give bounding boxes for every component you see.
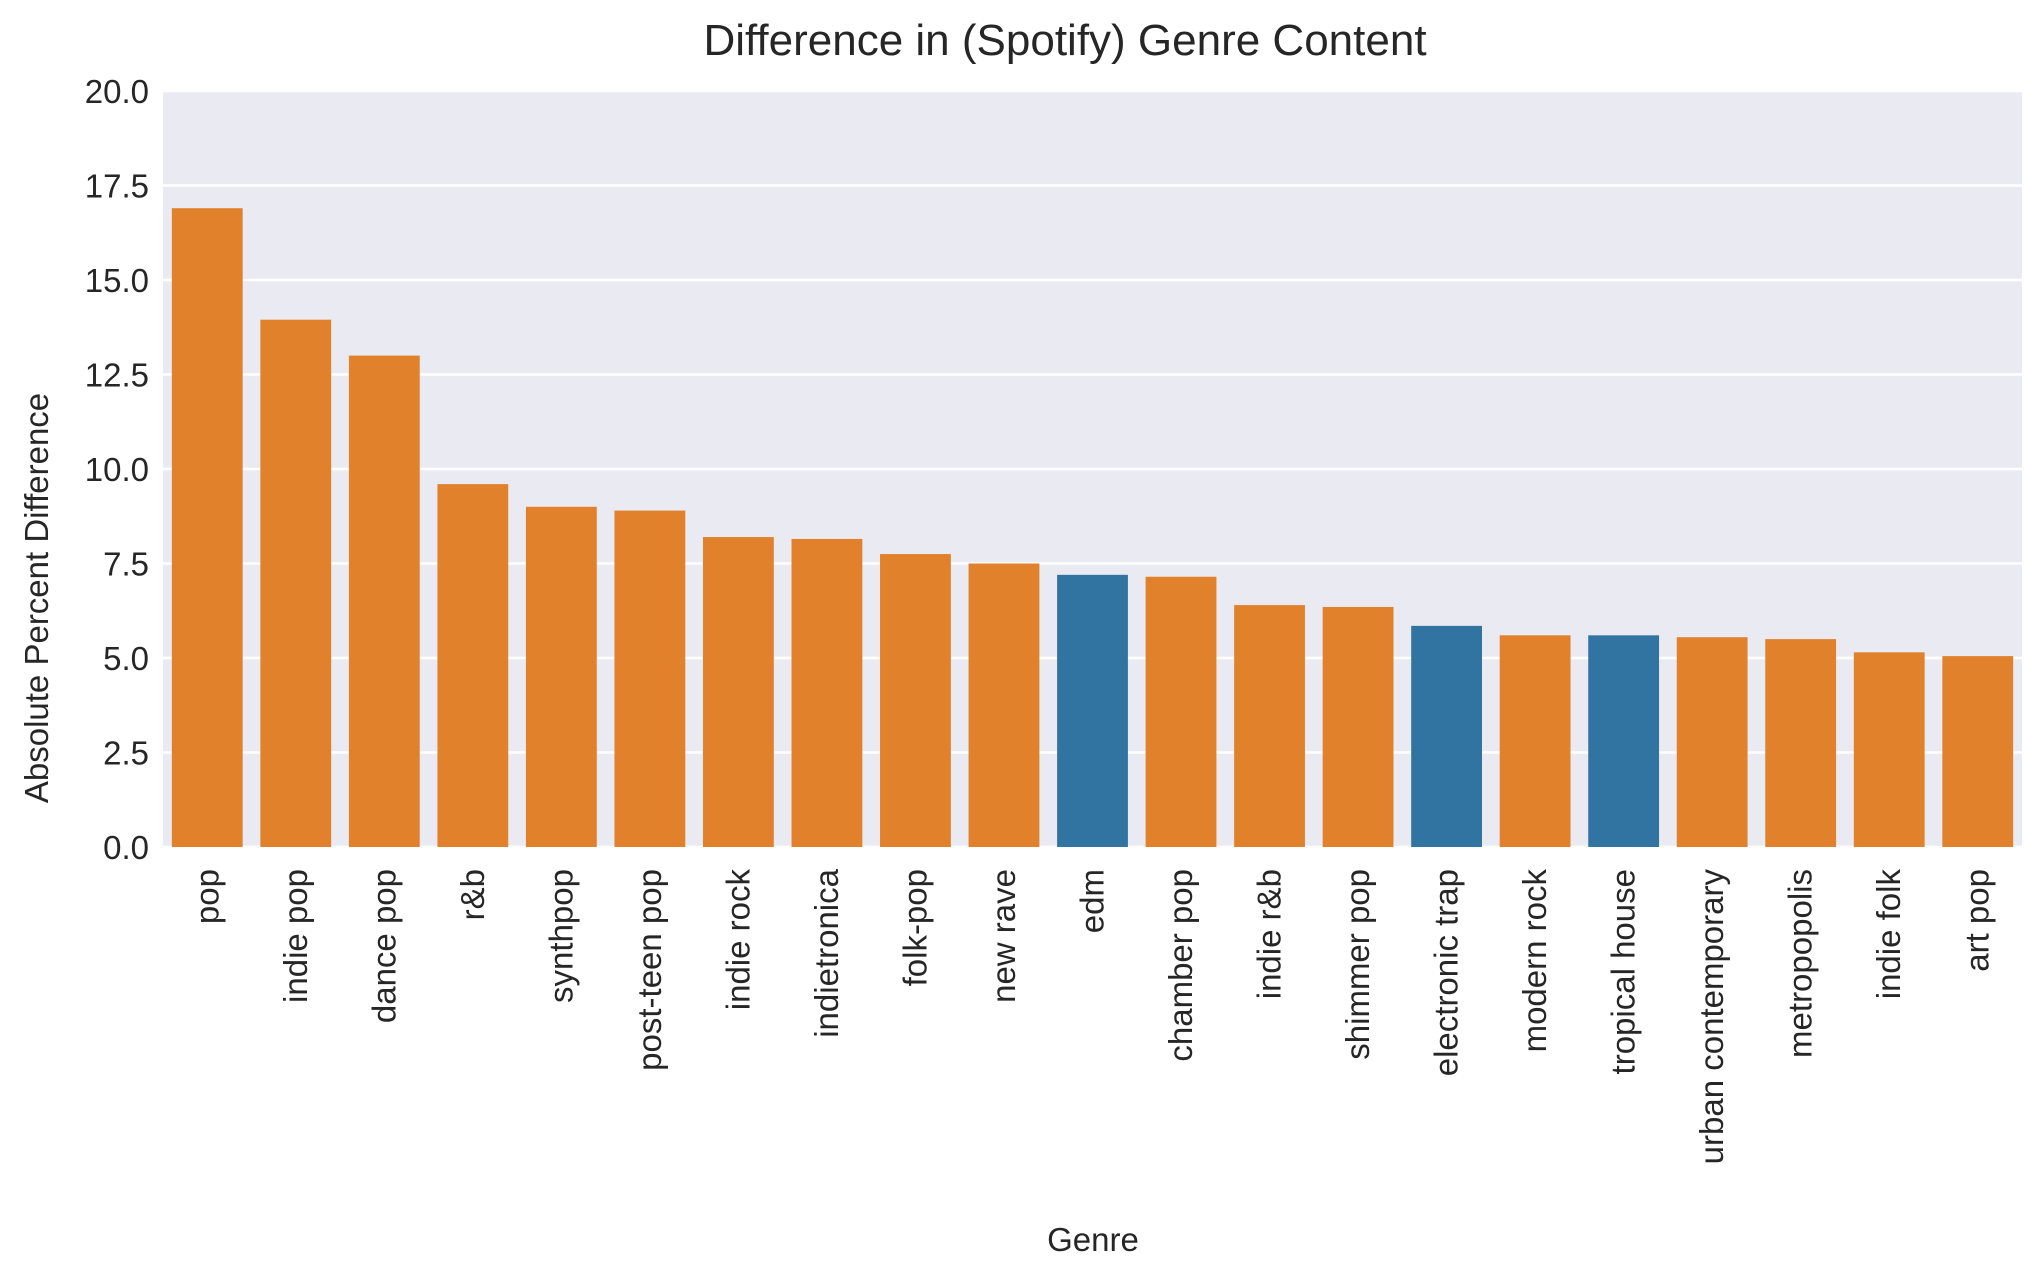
y-tick-label: 2.5: [103, 735, 149, 772]
bar: [260, 319, 332, 847]
x-tick-label: pop: [188, 869, 225, 924]
bar: [1676, 637, 1748, 847]
bar: [968, 563, 1040, 847]
y-tick-label: 15.0: [85, 262, 149, 299]
y-tick-label: 10.0: [85, 451, 149, 488]
x-tick-label: edm: [1074, 869, 1111, 933]
bars: [171, 208, 2014, 847]
x-tick-label: modern rock: [1516, 869, 1553, 1053]
x-tick-label: electronic trap: [1428, 869, 1465, 1076]
bar: [614, 510, 686, 847]
bar: [1853, 652, 1925, 847]
x-tick-labels: pop indie pop dance pop r&b synthpop post-tee…: [188, 868, 1995, 1164]
bar: [1588, 635, 1660, 847]
bar: [1234, 605, 1305, 847]
bar: [1322, 606, 1394, 847]
chart-title: Difference in (Spotify) Genre Content: [703, 16, 1426, 65]
x-tick-label: indie r&b: [1251, 869, 1288, 999]
y-axis-label: Absolute Percent Difference: [18, 393, 55, 803]
x-tick-label: metropopolis: [1782, 869, 1819, 1058]
bar: [1942, 656, 2014, 847]
x-tick-label: tropical house: [1605, 869, 1642, 1074]
y-tick-labels: 0.0 2.5 5.0 7.5 10.0 12.5 15.0 17.5 20.0: [85, 73, 149, 866]
bar: [1765, 639, 1837, 847]
x-tick-label: indie folk: [1870, 869, 1907, 1000]
bar: [791, 538, 863, 847]
x-tick-label: synthpop: [542, 869, 579, 1003]
bar: [525, 506, 597, 847]
y-tick-label: 12.5: [85, 357, 149, 394]
x-tick-label: indie rock: [719, 869, 756, 1011]
x-tick-label: chamber pop: [1162, 869, 1199, 1062]
y-tick-label: 7.5: [103, 546, 149, 583]
y-tick-label: 5.0: [103, 640, 149, 677]
y-tick-label: 0.0: [103, 829, 149, 866]
x-tick-label: dance pop: [365, 869, 402, 1023]
bar: [880, 554, 951, 847]
x-tick-label: indietronica: [808, 868, 845, 1037]
bar: [437, 484, 509, 847]
x-axis-label: Genre: [1047, 1221, 1139, 1258]
bar: [348, 355, 420, 847]
x-tick-label: folk-pop: [896, 869, 933, 986]
bar: [702, 537, 774, 847]
bar: [1411, 625, 1483, 847]
x-tick-label: art pop: [1959, 869, 1996, 972]
y-tick-label: 17.5: [85, 168, 149, 205]
bar: [171, 208, 243, 847]
x-tick-label: new rave: [985, 869, 1022, 1003]
x-tick-label: r&b: [454, 869, 491, 920]
y-tick-label: 20.0: [85, 73, 149, 110]
x-tick-label: indie pop: [277, 869, 314, 1003]
x-tick-label: post-teen pop: [631, 869, 668, 1071]
bar: [1057, 574, 1128, 847]
bar: [1499, 635, 1571, 847]
x-tick-label: shimmer pop: [1339, 869, 1376, 1060]
bar: [1145, 576, 1217, 847]
x-tick-label: urban contemporary: [1693, 869, 1730, 1165]
